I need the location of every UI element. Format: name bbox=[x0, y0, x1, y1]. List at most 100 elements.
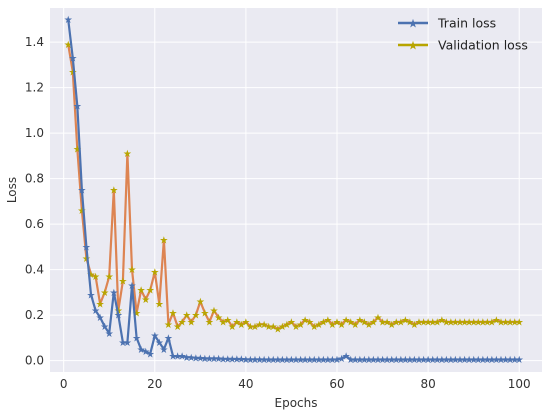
data-point-validation: ★ bbox=[310, 322, 319, 333]
data-point-validation: ★ bbox=[77, 206, 86, 217]
data-point-train: ★ bbox=[278, 355, 287, 366]
data-point-train: ★ bbox=[87, 290, 96, 301]
series-line-train bbox=[67, 19, 520, 361]
data-point-train: ★ bbox=[310, 355, 319, 366]
data-point-validation: ★ bbox=[123, 149, 132, 160]
data-point-train: ★ bbox=[401, 355, 410, 366]
data-point-train: ★ bbox=[506, 355, 515, 366]
data-point-validation: ★ bbox=[510, 318, 519, 329]
data-point-train: ★ bbox=[314, 355, 323, 366]
data-point-train: ★ bbox=[182, 353, 191, 364]
data-point-train: ★ bbox=[114, 311, 123, 322]
data-point-validation: ★ bbox=[355, 315, 364, 326]
data-point-validation: ★ bbox=[278, 322, 287, 333]
data-point-train: ★ bbox=[137, 345, 146, 356]
data-point-validation: ★ bbox=[451, 318, 460, 329]
series-layer: ★★★★★★★★★★★★★★★★★★★★★★★★★★★★★★★★★★★★★★★★… bbox=[64, 15, 524, 366]
data-point-train: ★ bbox=[305, 355, 314, 366]
data-point-validation: ★ bbox=[465, 318, 474, 329]
data-point-validation: ★ bbox=[260, 320, 269, 331]
data-point-train: ★ bbox=[273, 355, 282, 366]
data-point-validation: ★ bbox=[255, 320, 264, 331]
data-point-validation: ★ bbox=[337, 320, 346, 331]
data-point-validation: ★ bbox=[319, 318, 328, 329]
data-point-validation: ★ bbox=[164, 320, 173, 331]
data-point-validation: ★ bbox=[369, 318, 378, 329]
data-point-train: ★ bbox=[64, 15, 73, 26]
data-point-train: ★ bbox=[173, 352, 182, 363]
data-point-validation: ★ bbox=[342, 315, 351, 326]
data-point-train: ★ bbox=[141, 347, 150, 358]
y-tick-label: 1.2 bbox=[25, 81, 44, 95]
data-point-validation: ★ bbox=[442, 318, 451, 329]
data-point-validation: ★ bbox=[287, 318, 296, 329]
series-line-validation bbox=[67, 44, 520, 330]
data-point-validation: ★ bbox=[241, 318, 250, 329]
data-point-validation: ★ bbox=[378, 318, 387, 329]
data-point-train: ★ bbox=[169, 352, 178, 363]
data-point-train: ★ bbox=[374, 355, 383, 366]
data-point-validation: ★ bbox=[187, 318, 196, 329]
data-point-train: ★ bbox=[510, 355, 519, 366]
data-point-train: ★ bbox=[497, 355, 506, 366]
data-point-train: ★ bbox=[200, 354, 209, 365]
data-point-train: ★ bbox=[91, 306, 100, 317]
data-point-train: ★ bbox=[73, 101, 82, 112]
data-point-validation: ★ bbox=[474, 318, 483, 329]
data-point-validation: ★ bbox=[223, 315, 232, 326]
y-tick-label: 0.8 bbox=[25, 172, 44, 186]
data-point-validation: ★ bbox=[387, 320, 396, 331]
data-point-train: ★ bbox=[164, 334, 173, 345]
data-point-validation: ★ bbox=[396, 318, 405, 329]
data-point-train: ★ bbox=[478, 355, 487, 366]
legend-marker-train: ★ bbox=[408, 17, 419, 31]
data-point-train: ★ bbox=[187, 353, 196, 364]
data-point-validation: ★ bbox=[178, 318, 187, 329]
data-point-validation: ★ bbox=[314, 320, 323, 331]
data-point-train: ★ bbox=[132, 334, 141, 345]
data-point-train: ★ bbox=[396, 355, 405, 366]
data-point-validation: ★ bbox=[251, 322, 260, 333]
y-tick-label: 0.4 bbox=[25, 263, 44, 277]
data-point-validation: ★ bbox=[132, 309, 141, 320]
data-point-train: ★ bbox=[109, 288, 118, 299]
x-tick-label: 60 bbox=[329, 377, 344, 391]
data-point-train: ★ bbox=[237, 355, 246, 366]
data-point-train: ★ bbox=[155, 338, 164, 349]
data-point-train: ★ bbox=[292, 355, 301, 366]
data-point-train: ★ bbox=[191, 354, 200, 365]
data-point-train: ★ bbox=[223, 354, 232, 365]
legend-label-validation: Validation loss bbox=[438, 38, 528, 53]
data-point-train: ★ bbox=[214, 354, 223, 365]
data-point-validation: ★ bbox=[219, 318, 228, 329]
data-point-train: ★ bbox=[360, 355, 369, 366]
data-point-validation: ★ bbox=[64, 40, 73, 51]
data-point-train: ★ bbox=[405, 355, 414, 366]
data-point-train: ★ bbox=[428, 355, 437, 366]
data-point-train: ★ bbox=[342, 352, 351, 363]
x-axis-label: Epochs bbox=[275, 396, 318, 410]
data-point-train: ★ bbox=[474, 355, 483, 366]
data-point-train: ★ bbox=[460, 355, 469, 366]
data-point-validation: ★ bbox=[405, 318, 414, 329]
data-point-validation: ★ bbox=[269, 322, 278, 333]
data-point-train: ★ bbox=[456, 355, 465, 366]
data-point-validation: ★ bbox=[492, 315, 501, 326]
data-point-validation: ★ bbox=[150, 268, 159, 279]
data-point-validation: ★ bbox=[401, 315, 410, 326]
data-point-train: ★ bbox=[383, 355, 392, 366]
data-point-validation: ★ bbox=[159, 236, 168, 247]
data-point-train: ★ bbox=[328, 355, 337, 366]
data-point-validation: ★ bbox=[301, 315, 310, 326]
data-point-train: ★ bbox=[346, 355, 355, 366]
data-point-validation: ★ bbox=[118, 277, 127, 288]
data-point-validation: ★ bbox=[364, 320, 373, 331]
data-point-validation: ★ bbox=[469, 318, 478, 329]
data-point-validation: ★ bbox=[128, 265, 137, 276]
data-point-validation: ★ bbox=[169, 309, 178, 320]
data-point-validation: ★ bbox=[437, 315, 446, 326]
data-point-train: ★ bbox=[77, 186, 86, 197]
data-point-train: ★ bbox=[150, 331, 159, 342]
data-point-validation: ★ bbox=[228, 322, 237, 333]
